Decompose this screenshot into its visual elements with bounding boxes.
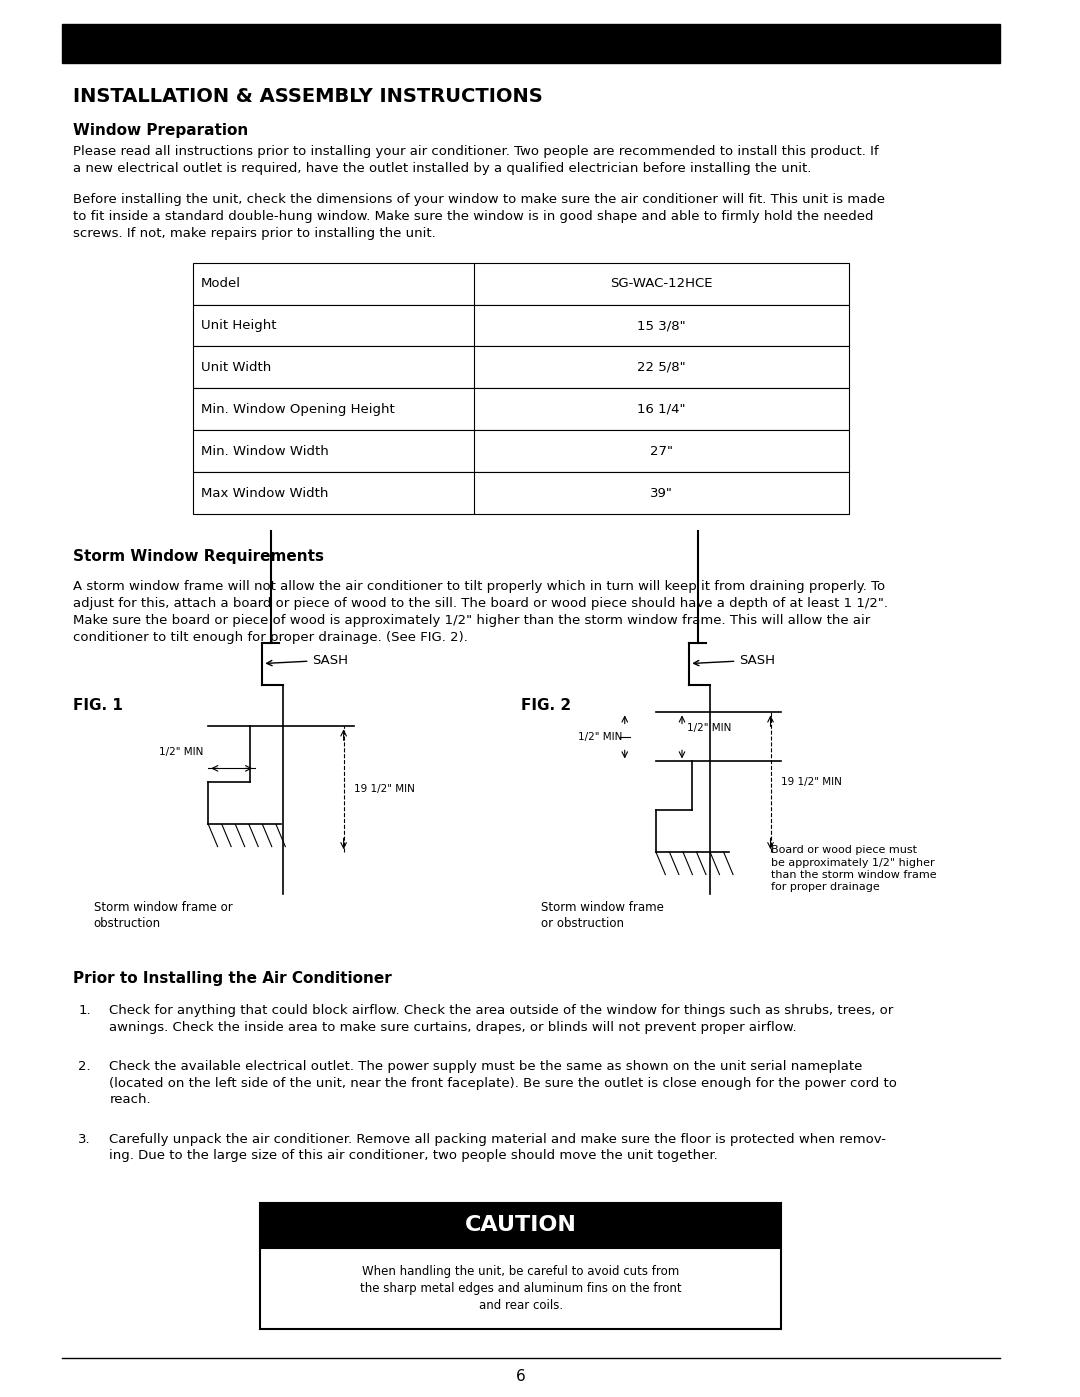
Bar (192, 263, 849, 305)
Text: FIG. 1: FIG. 1 (72, 698, 123, 714)
Text: SASH: SASH (267, 654, 349, 666)
Text: Max Window Width: Max Window Width (201, 486, 328, 500)
Text: 1/2" MIN: 1/2" MIN (687, 722, 731, 732)
Bar (192, 305, 849, 346)
Text: 3.: 3. (78, 1133, 91, 1146)
Text: Storm window frame
or obstruction: Storm window frame or obstruction (541, 901, 664, 930)
Text: Check the available electrical outlet. The power supply must be the same as show: Check the available electrical outlet. T… (109, 1060, 897, 1106)
Text: Min. Window Opening Height: Min. Window Opening Height (201, 402, 394, 416)
Text: CAUTION: CAUTION (464, 1215, 577, 1235)
Text: Model: Model (201, 277, 241, 291)
Bar (192, 388, 849, 430)
Text: 1/2" MIN: 1/2" MIN (578, 732, 622, 742)
Text: 1.: 1. (78, 1004, 91, 1017)
Bar (192, 472, 849, 514)
Text: Window Preparation: Window Preparation (72, 123, 248, 138)
Text: 15 3/8": 15 3/8" (637, 319, 686, 332)
Text: Check for anything that could block airflow. Check the area outside of the windo: Check for anything that could block airf… (109, 1004, 893, 1034)
Text: FIG. 2: FIG. 2 (521, 698, 570, 714)
Text: 19 1/2" MIN: 19 1/2" MIN (781, 777, 841, 788)
Text: SASH: SASH (693, 654, 775, 666)
Text: 22 5/8": 22 5/8" (637, 360, 686, 374)
Text: SG-WAC-12HCE: SG-WAC-12HCE (610, 277, 713, 291)
Text: Carefully unpack the air conditioner. Remove all packing material and make sure : Carefully unpack the air conditioner. Re… (109, 1133, 887, 1162)
Text: 6: 6 (516, 1369, 526, 1383)
Text: Storm window frame or
obstruction: Storm window frame or obstruction (94, 901, 232, 930)
Text: 1/2" MIN: 1/2" MIN (159, 747, 203, 757)
Text: Unit Height: Unit Height (201, 319, 276, 332)
Bar (63, 24, 1000, 63)
Text: 39": 39" (650, 486, 673, 500)
Bar (192, 346, 849, 388)
Text: Board or wood piece must
be approximately 1/2" higher
than the storm window fram: Board or wood piece must be approximatel… (770, 845, 936, 893)
Text: Unit Width: Unit Width (201, 360, 271, 374)
Text: Please read all instructions prior to installing your air conditioner. Two peopl: Please read all instructions prior to in… (72, 145, 878, 175)
Text: INSTALLATION & ASSEMBLY INSTRUCTIONS: INSTALLATION & ASSEMBLY INSTRUCTIONS (72, 87, 542, 106)
Bar (260, 1248, 781, 1329)
Text: When handling the unit, be careful to avoid cuts from
the sharp metal edges and : When handling the unit, be careful to av… (360, 1264, 681, 1312)
Text: Prior to Installing the Air Conditioner: Prior to Installing the Air Conditioner (72, 971, 392, 986)
Text: Storm Window Requirements: Storm Window Requirements (72, 549, 324, 564)
Text: 27": 27" (650, 444, 673, 458)
Bar (260, 1203, 781, 1248)
Text: Min. Window Width: Min. Window Width (201, 444, 328, 458)
Text: 19 1/2" MIN: 19 1/2" MIN (354, 784, 415, 795)
Text: A storm window frame will not allow the air conditioner to tilt properly which i: A storm window frame will not allow the … (72, 580, 888, 644)
Text: 2.: 2. (78, 1060, 91, 1073)
Text: Before installing the unit, check the dimensions of your window to make sure the: Before installing the unit, check the di… (72, 193, 885, 240)
Text: 16 1/4": 16 1/4" (637, 402, 686, 416)
Bar (192, 430, 849, 472)
